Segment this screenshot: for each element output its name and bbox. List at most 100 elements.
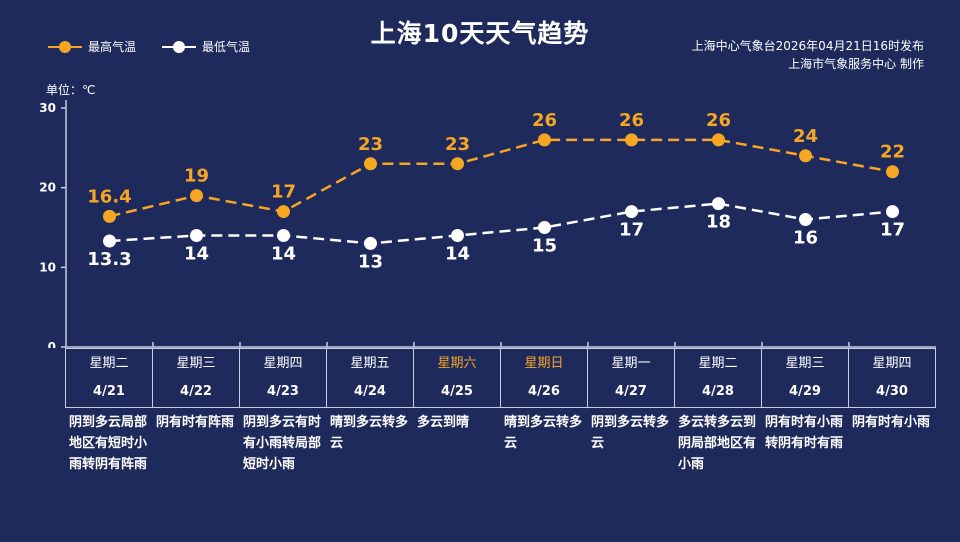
page-title: 上海10天天气趋势 bbox=[370, 19, 590, 48]
low-point-9 bbox=[886, 205, 899, 219]
high-data-label-6: 26 bbox=[619, 110, 644, 131]
high-data-label-8: 24 bbox=[793, 126, 818, 147]
high-series-line bbox=[109, 138, 893, 218]
weekday-label: 星期五 bbox=[350, 356, 390, 371]
high-data-label-7: 26 bbox=[706, 110, 731, 131]
weather-condition: 阴有时有小雨 bbox=[852, 415, 931, 430]
y-tick-label-20: 20 bbox=[39, 181, 56, 195]
y-tick-label-0: 0 bbox=[48, 340, 56, 348]
legend-low-label: 最低气温 bbox=[202, 40, 251, 54]
weather-condition: 阴到多云局部地区有短时小雨转阴有阵雨 bbox=[69, 415, 148, 472]
low-point-3 bbox=[364, 236, 377, 250]
low-series-line bbox=[109, 202, 893, 245]
low-data-label-4: 14 bbox=[445, 243, 470, 264]
high-data-label-0: 16.4 bbox=[87, 186, 131, 207]
condition-row: 阴到多云局部地区有短时小雨转阴有阵雨 阴有时有阵雨 阴到多云有时有小雨转局部短时小雨… bbox=[66, 412, 936, 475]
weekday-label: 星期三 bbox=[176, 356, 216, 371]
day-cell: 星期四 4/30 bbox=[848, 348, 936, 408]
date-label: 4/26 bbox=[528, 384, 560, 399]
weekday-label: 星期六 bbox=[437, 356, 477, 371]
date-label: 4/29 bbox=[789, 384, 821, 399]
high-point-7 bbox=[712, 133, 725, 147]
high-point-6 bbox=[625, 133, 638, 147]
unit-label: 单位：℃ bbox=[46, 83, 96, 97]
high-point-1 bbox=[190, 189, 203, 203]
day-cell: 星期二 4/28 bbox=[674, 348, 762, 408]
y-tick-label-30: 30 bbox=[39, 101, 56, 115]
temperature-chart: 0 10 20 30 16.4 19 17 23 23 26 26 26 24 22 13.3 14 14 13 1… bbox=[39, 100, 936, 348]
issuer-line-2: 上海市气象服务中心 制作 bbox=[788, 57, 924, 71]
high-point-3 bbox=[364, 157, 377, 171]
weather-condition: 晴到多云转多云 bbox=[330, 415, 409, 451]
high-data-label-3: 23 bbox=[358, 134, 383, 155]
low-point-8 bbox=[799, 213, 812, 227]
date-label: 4/28 bbox=[702, 384, 734, 399]
low-data-label-0: 13.3 bbox=[87, 249, 131, 270]
legend-high-label: 最高气温 bbox=[88, 40, 137, 54]
low-point-5 bbox=[538, 221, 551, 234]
low-point-2 bbox=[277, 228, 290, 242]
low-data-label-2: 14 bbox=[271, 243, 296, 264]
day-cell: 星期三 4/22 bbox=[152, 348, 240, 408]
high-data-label-9: 22 bbox=[880, 142, 905, 163]
high-point-0 bbox=[103, 209, 116, 223]
high-point-9 bbox=[886, 165, 899, 179]
high-data-label-2: 17 bbox=[271, 182, 296, 203]
low-data-label-6: 17 bbox=[619, 220, 644, 241]
low-data-label-3: 13 bbox=[358, 251, 383, 272]
high-point-2 bbox=[277, 205, 290, 219]
y-tick-label-10: 10 bbox=[39, 260, 56, 274]
weather-condition: 阴有时有阵雨 bbox=[156, 415, 235, 430]
high-data-label-5: 26 bbox=[532, 110, 557, 131]
day-cell: 星期六 4/25 bbox=[413, 348, 501, 408]
high-series-swatch bbox=[48, 40, 82, 53]
high-data-label-1: 19 bbox=[184, 166, 209, 187]
weather-condition: 阴到多云转多云 bbox=[591, 415, 670, 451]
date-label: 4/27 bbox=[615, 384, 647, 399]
high-point-5 bbox=[538, 133, 551, 147]
day-cell: 星期四 4/23 bbox=[239, 348, 327, 408]
date-label: 4/21 bbox=[93, 384, 125, 399]
weather-condition: 多云转多云到阴局部地区有小雨 bbox=[678, 415, 757, 472]
weekday-label: 星期三 bbox=[785, 356, 825, 371]
day-cell: 星期日 4/26 bbox=[500, 348, 588, 408]
date-label: 4/25 bbox=[441, 384, 473, 399]
low-data-label-7: 18 bbox=[706, 212, 731, 233]
weekday-label: 星期日 bbox=[524, 356, 564, 371]
low-data-label-8: 16 bbox=[793, 228, 818, 249]
high-point-8 bbox=[799, 149, 812, 163]
issuer-line-1: 上海中心气象台2026年04月21日16时发布 bbox=[691, 39, 924, 53]
issuer-info: 上海中心气象台2026年04月21日16时发布 上海市气象服务中心 制作 bbox=[692, 37, 924, 73]
date-label: 4/24 bbox=[354, 384, 386, 399]
low-point-6 bbox=[625, 205, 638, 219]
weekday-label: 星期四 bbox=[872, 356, 912, 371]
day-cell: 星期三 4/29 bbox=[761, 348, 849, 408]
low-point-0 bbox=[103, 234, 116, 248]
weekday-label: 星期一 bbox=[611, 356, 651, 371]
weather-condition: 多云到晴 bbox=[417, 415, 470, 430]
low-data-label-5: 15 bbox=[532, 236, 557, 257]
legend-item-high: 最高气温 bbox=[48, 38, 136, 55]
weather-condition: 阴到多云有时有小雨转局部短时小雨 bbox=[243, 415, 322, 472]
weather-condition: 阴有时有小雨转阴有时有雨 bbox=[765, 415, 844, 451]
date-label: 4/22 bbox=[180, 384, 212, 399]
day-header-row: 星期二 4/21 星期三 4/22 星期四 4/23 星期五 4/24 星期六 4/25 星期日 4/… bbox=[65, 348, 936, 408]
date-label: 4/30 bbox=[876, 384, 908, 399]
high-point-4 bbox=[451, 157, 464, 171]
low-point-7 bbox=[712, 197, 725, 211]
weather-condition: 晴到多云转多云 bbox=[504, 415, 583, 451]
low-data-label-9: 17 bbox=[880, 220, 905, 241]
legend: 最高气温 最低气温 bbox=[48, 38, 250, 55]
low-series-swatch bbox=[162, 40, 197, 53]
weekday-label: 星期二 bbox=[89, 356, 129, 371]
day-cell: 星期二 4/21 bbox=[65, 348, 153, 408]
low-point-4 bbox=[451, 228, 464, 242]
day-cell: 星期五 4/24 bbox=[326, 348, 414, 408]
weekday-label: 星期四 bbox=[263, 356, 303, 371]
date-label: 4/23 bbox=[267, 384, 299, 399]
low-point-1 bbox=[190, 228, 203, 242]
legend-item-low: 最低气温 bbox=[162, 38, 250, 55]
high-data-label-4: 23 bbox=[445, 134, 470, 155]
day-cell: 星期一 4/27 bbox=[587, 348, 675, 408]
weekday-label: 星期二 bbox=[698, 356, 738, 371]
